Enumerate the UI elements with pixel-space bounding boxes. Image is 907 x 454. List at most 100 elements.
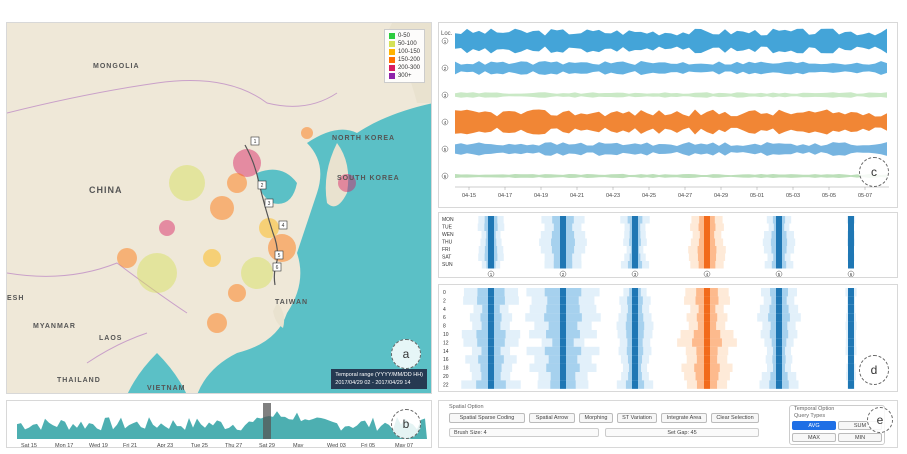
country-label-myanmar: MYANMAR — [33, 323, 76, 330]
stream-row-label: 6 — [444, 174, 447, 179]
legend-label: 50-100 — [397, 41, 417, 47]
glyph-band-core — [488, 246, 494, 254]
glyph-band-core — [632, 223, 638, 231]
map-panel[interactable]: 1 2 3 4 5 6 MONGOLIA CHINA NORTH KOREA SOUTH … — [6, 22, 432, 394]
query-min-button[interactable]: MIN — [838, 433, 882, 442]
stream-series — [455, 109, 887, 135]
stream-series — [455, 61, 887, 75]
glyph-band-core — [848, 261, 854, 269]
glyph-band-core — [632, 231, 638, 239]
aqi-legend: 0-50 50-100 100-150 150-200 200-300 300+ — [383, 29, 425, 83]
glyph-band-core — [632, 321, 638, 330]
timeline-panel[interactable]: Sat 15 Mon 17 Wed 19 Fri 21 Apr 23 Tue 25 Thu … — [6, 400, 432, 448]
glyph-band-core — [776, 261, 782, 269]
weekday-label: WEN — [442, 232, 454, 238]
route-marker-label: 4 — [282, 223, 285, 229]
glyph-band-core — [704, 296, 710, 305]
heat-spot — [338, 174, 356, 192]
glyph-band-core — [776, 238, 782, 246]
temporal-range-value: 2017/04/29 02 - 2017/04/29 14 — [335, 380, 411, 386]
country-label-south-korea: SOUTH KOREA — [337, 175, 400, 182]
hourly-pattern-chart[interactable]: 0 2 4 6 8 10 12 14 16 18 20 22 — [439, 285, 898, 392]
brush-size-slider[interactable]: Brush Size: 4 — [449, 428, 599, 437]
weekly-pattern-panel[interactable]: MON TUE WEN THU FRI SAT SUN 1 2 3 4 5 6 — [438, 212, 898, 278]
glyph-band-core — [776, 223, 782, 231]
set-gap-slider[interactable]: Set Gap: 45 — [605, 428, 759, 437]
pollution-map[interactable]: 1 2 3 4 5 6 — [7, 23, 432, 394]
stream-tick-label: 05-05 — [822, 193, 836, 199]
weekday-label: SAT — [442, 255, 451, 261]
temporal-range-title: Temporal range (YYYY/MM/DD HH) — [335, 372, 423, 378]
glyph-band-core — [560, 261, 566, 269]
glyph-band-core — [776, 246, 782, 254]
st-variation-button[interactable]: ST Variation — [617, 413, 657, 423]
glyph-band-core — [488, 313, 494, 322]
weekly-column-label: 4 — [706, 272, 709, 277]
country-label-vietnam: VIETNAM — [147, 385, 186, 392]
timeline-chart[interactable]: Sat 15 Mon 17 Wed 19 Fri 21 Apr 23 Tue 25 Thu … — [7, 401, 432, 448]
query-max-button[interactable]: MAX — [792, 433, 836, 442]
stream-chart[interactable]: Loc. 1 2 3 4 5 6 04-15 04-17 04-19 04-21 04-23 04-… — [439, 23, 898, 208]
stream-series — [455, 28, 887, 54]
timeline-tick-label: Thu 27 — [225, 443, 242, 448]
stream-tick-label: 04-29 — [714, 193, 728, 199]
route-marker-label: 6 — [276, 265, 279, 271]
glyph-band-core — [704, 380, 710, 389]
legend-swatch — [388, 65, 395, 71]
glyph-band-core — [632, 330, 638, 339]
stream-panel[interactable]: Loc. 1 2 3 4 5 6 04-15 04-17 04-19 04-21 04-23 04-… — [438, 22, 898, 208]
stream-tick-label: 04-23 — [606, 193, 620, 199]
timeline-tick-label: Sat 29 — [259, 443, 275, 448]
heat-spot — [159, 220, 175, 236]
morphing-button[interactable]: Morphing — [579, 413, 613, 423]
panel-label-e: e — [867, 407, 893, 433]
weekday-label: TUE — [442, 225, 453, 231]
spatial-arrow-button[interactable]: Spatial Arrow — [529, 413, 575, 423]
glyph-band-core — [632, 253, 638, 261]
heat-spot — [301, 127, 313, 139]
glyph-band-core — [704, 372, 710, 381]
query-avg-button[interactable]: AVG — [792, 421, 836, 430]
legend-label: 100-150 — [397, 49, 420, 55]
weekday-label: SUN — [442, 262, 453, 268]
hourly-pattern-panel[interactable]: 0 2 4 6 8 10 12 14 16 18 20 22 d — [438, 284, 898, 392]
route-marker — [278, 220, 288, 230]
glyph-band-core — [560, 321, 566, 330]
stream-tick-label: 04-17 — [498, 193, 512, 199]
hour-label: 18 — [443, 366, 449, 372]
timeline-tick-label: Fri 21 — [123, 443, 137, 448]
glyph-band-core — [488, 288, 494, 297]
legend-label: 150-200 — [397, 57, 420, 63]
glyph-band-core — [776, 338, 782, 347]
route-marker — [257, 180, 267, 190]
glyph-band-core — [632, 216, 638, 224]
glyph-band-core — [848, 363, 854, 372]
glyph-band-core — [848, 238, 854, 246]
glyph-band-core — [776, 321, 782, 330]
glyph-band-core — [848, 355, 854, 364]
clear-selection-button[interactable]: Clear Selection — [711, 413, 759, 423]
weekly-column-marker — [487, 270, 495, 277]
glyph-band-core — [560, 355, 566, 364]
legend-swatch — [388, 49, 395, 55]
timeline-tick-label: Sat 15 — [21, 443, 37, 448]
glyph-band-core — [560, 372, 566, 381]
glyph-band-core — [848, 330, 854, 339]
stream-row-label: 5 — [444, 147, 447, 152]
spatial-sparse-coding-button[interactable]: Spatial Sparse Coding — [449, 413, 525, 423]
heat-spot — [210, 196, 234, 220]
weekly-column-marker — [775, 270, 783, 277]
glyph-band-core — [704, 216, 710, 224]
stream-row-marker — [441, 64, 449, 72]
country-label-mongolia: MONGOLIA — [93, 63, 140, 70]
glyph-band-core — [488, 346, 494, 356]
glyph-band-core — [776, 231, 782, 239]
timeline-brush[interactable] — [263, 403, 271, 439]
glyph-band-core — [848, 253, 854, 261]
stream-row-marker — [441, 145, 449, 153]
glyph-band-core — [848, 246, 854, 254]
glyph-band-core — [776, 253, 782, 261]
glyph-band-core — [704, 321, 710, 330]
integrate-area-button[interactable]: Integrate Area — [661, 413, 707, 423]
